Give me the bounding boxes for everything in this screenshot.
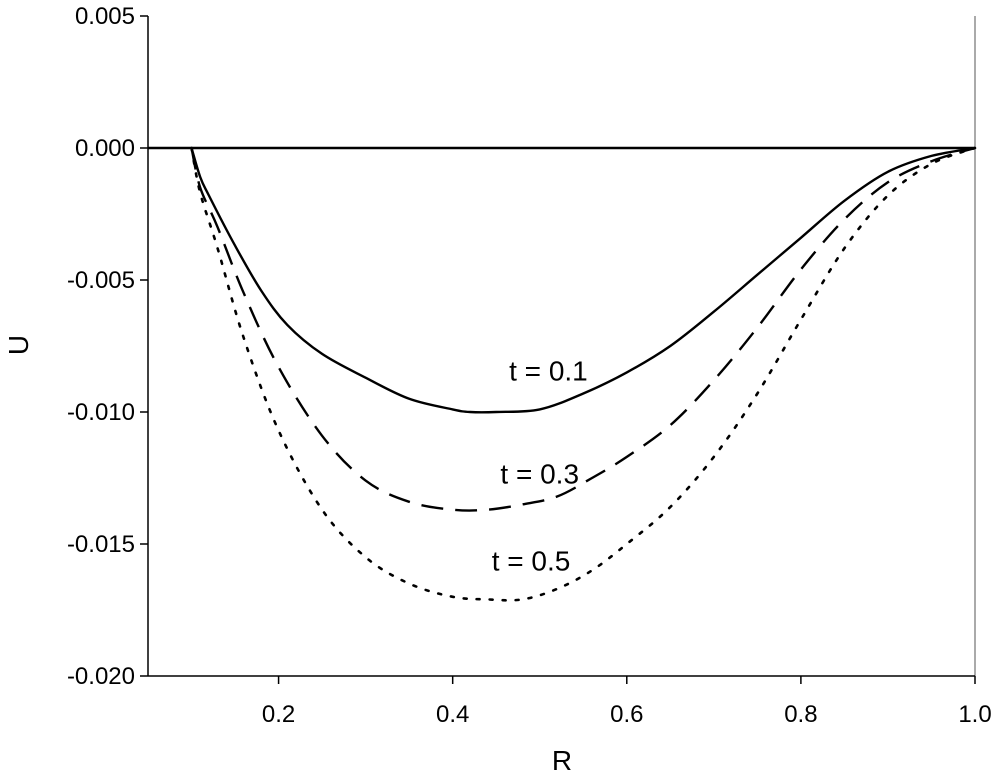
y-tick-label: 0.000 [75, 135, 135, 162]
y-tick-label: 0.005 [75, 3, 135, 30]
x-tick-label: 0.6 [610, 701, 643, 728]
y-tick-label: -0.010 [67, 399, 135, 426]
y-tick-label: -0.020 [67, 663, 135, 690]
x-axis: 0.2 0.4 0.6 0.8 1.0 [262, 676, 992, 728]
plot-area [147, 16, 976, 677]
x-tick-label: 0.8 [784, 701, 817, 728]
x-tick-label: 0.4 [436, 701, 469, 728]
series-layer [190, 146, 977, 602]
series-line-2 [190, 146, 976, 512]
x-tick-label: 0.2 [262, 701, 295, 728]
series-line-1 [190, 146, 976, 414]
y-tick-label: -0.005 [67, 267, 135, 294]
y-tick-label: -0.015 [67, 531, 135, 558]
annotation-layer: t = 0.1 t = 0.3 t = 0.5 [492, 355, 588, 576]
series-label-3: t = 0.5 [492, 545, 571, 576]
x-tick-label: 1.0 [958, 701, 991, 728]
series-label-1: t = 0.1 [509, 355, 588, 386]
y-axis-title: U [3, 335, 34, 355]
series-label-2: t = 0.3 [500, 458, 579, 489]
y-axis: 0.005 0.000 -0.005 -0.010 -0.015 -0.020 [67, 3, 148, 690]
x-axis-title: R [552, 745, 572, 776]
